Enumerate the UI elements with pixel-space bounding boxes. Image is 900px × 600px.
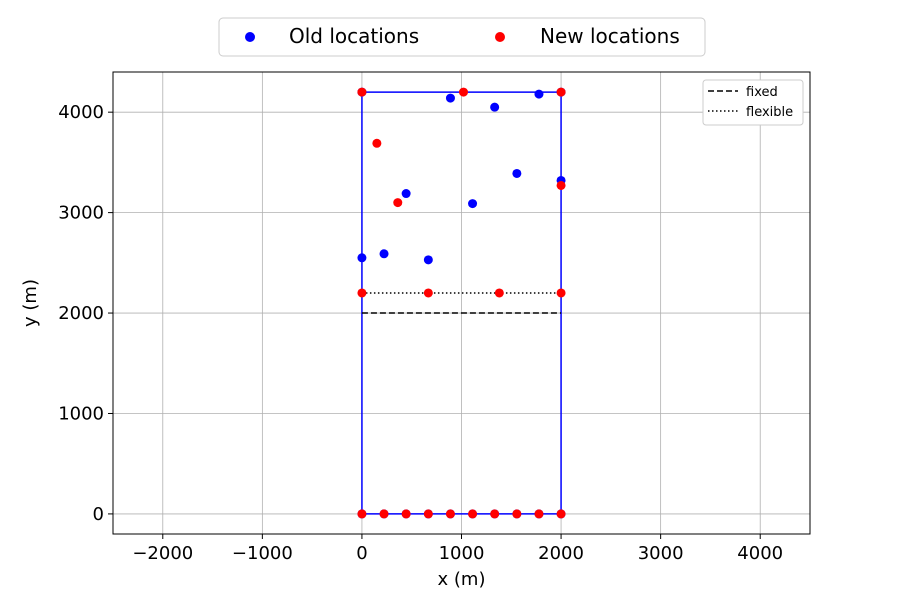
x-axis-label: x (m) [438,569,486,590]
new-locations-point [401,509,411,519]
new-locations-point [556,87,566,97]
legend-old-label: Old locations [289,24,419,48]
y-axis-label: y (m) [20,279,41,327]
legend-top: Old locations New locations [218,17,706,57]
old-locations-point [423,255,433,265]
legend-new-label: New locations [540,24,680,48]
x-tick-label: 4000 [737,543,783,564]
new-locations-point [458,87,468,97]
old-locations-point [379,249,389,259]
new-locations-point [423,288,433,298]
legend-inner: fixed flexible [702,79,804,126]
old-locations-point [401,189,411,199]
new-locations-point [468,509,478,519]
legend-fixed-label: fixed [746,85,778,100]
new-locations-point [534,509,544,519]
new-locations-point [372,138,382,148]
new-locations-point [512,509,522,519]
new-locations-point [445,509,455,519]
y-tick-label: 1000 [58,403,104,424]
y-tick-label: 3000 [58,203,104,224]
old-locations-point [357,253,367,263]
y-tick-label: 4000 [58,102,104,123]
new-locations-point [357,509,367,519]
data-points [357,87,566,519]
legend-old-marker [245,32,255,42]
new-locations-point [556,180,566,190]
x-tick-label: −2000 [132,543,193,564]
new-locations-point [379,509,389,519]
x-tick-label: 2000 [538,543,584,564]
new-locations-point [490,509,500,519]
new-locations-point [357,288,367,298]
new-locations-point [357,87,367,97]
legend-top-frame [218,17,706,57]
new-locations-point [494,288,504,298]
new-locations-point [393,198,403,208]
axis-ticks: −2000 −1000 0 1000 2000 3000 4000 0 1000 2000 3000… [58,102,783,564]
x-tick-label: −1000 [232,543,293,564]
new-locations-point [423,509,433,519]
old-locations-point [490,102,500,112]
old-locations-point [512,168,522,178]
legend-new-marker [495,32,505,42]
new-locations-point [556,509,566,519]
old-locations-point [445,93,455,103]
old-locations-point [534,89,544,99]
y-tick-label: 0 [93,504,104,525]
x-tick-label: 0 [356,543,367,564]
y-tick-label: 2000 [58,303,104,324]
grid [113,72,810,534]
legend-flexible-label: flexible [746,105,793,120]
x-tick-label: 3000 [638,543,684,564]
x-tick-label: 1000 [439,543,485,564]
old-locations-point [468,199,478,209]
new-locations-point [556,288,566,298]
